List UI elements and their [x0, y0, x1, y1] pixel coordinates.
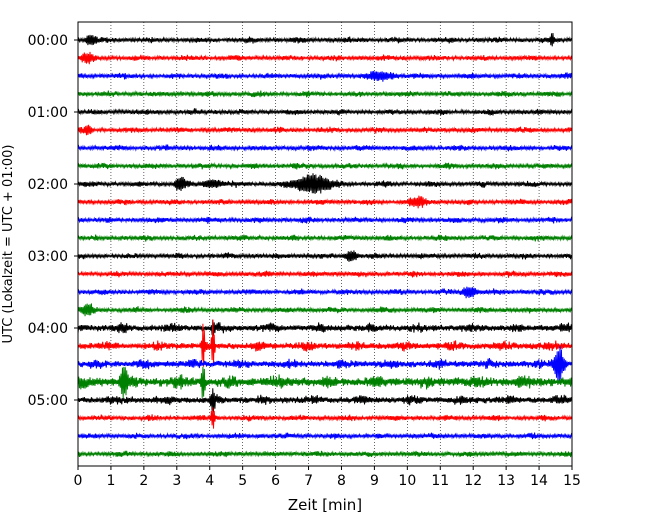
x-tick-label: 9 — [370, 473, 379, 489]
trace-0500 — [77, 388, 573, 413]
x-tick-label: 5 — [238, 473, 247, 489]
trace-0045 — [77, 90, 573, 98]
trace-0300 — [77, 250, 573, 262]
trace-0230 — [77, 216, 573, 224]
trace-0015 — [77, 51, 573, 65]
trace-0415 — [77, 319, 573, 367]
y-axis-label: UTC (Lokalzeit = UTC + 01:00) — [1, 145, 16, 344]
x-tick-label: 13 — [497, 473, 515, 489]
trace-0030 — [77, 70, 573, 82]
trace-0115 — [77, 124, 573, 136]
x-tick-label: 12 — [464, 473, 482, 489]
x-tick-label: 1 — [106, 473, 115, 489]
trace-0200 — [77, 173, 573, 194]
y-tick-label: 05:00 — [28, 393, 68, 409]
trace-0100 — [77, 108, 573, 116]
x-axis-label: Zeit [min] — [288, 496, 362, 514]
trace-0400 — [77, 319, 573, 336]
x-tick-label: 11 — [431, 473, 449, 489]
y-axis-ticks: 00:00 01:00 02:00 03:00 04:00 05:00 — [28, 33, 78, 409]
y-tick-label: 04:00 — [28, 321, 68, 337]
trace-0145 — [77, 161, 573, 170]
trace-0445 — [77, 366, 573, 399]
x-tick-label: 4 — [205, 473, 214, 489]
x-tick-label: 3 — [172, 473, 181, 489]
trace-0530 — [77, 432, 573, 440]
seismogram-traces — [77, 32, 573, 458]
trace-0515 — [77, 407, 573, 429]
trace-0430 — [77, 346, 573, 383]
x-tick-label: 10 — [398, 473, 416, 489]
x-axis-ticks: 0 1 2 3 4 5 6 7 8 9 10 11 12 13 14 15 — [74, 466, 581, 489]
trace-0345 — [77, 303, 573, 317]
x-tick-label: 2 — [139, 473, 148, 489]
y-tick-label: 00:00 — [28, 33, 68, 49]
x-tick-label: 0 — [74, 473, 83, 489]
trace-0245 — [77, 234, 573, 242]
trace-0315 — [77, 270, 573, 278]
x-tick-label: 14 — [530, 473, 548, 489]
x-tick-label: 7 — [304, 473, 313, 489]
trace-0545 — [77, 450, 573, 458]
grid-lines — [110, 22, 540, 466]
trace-0130 — [77, 144, 573, 152]
plot-frame — [77, 21, 573, 467]
trace-0215 — [77, 195, 573, 209]
trace-0330 — [77, 286, 573, 299]
x-tick-label: 8 — [337, 473, 346, 489]
trace-0000 — [77, 32, 573, 47]
x-tick-label: 6 — [271, 473, 280, 489]
y-tick-label: 02:00 — [28, 177, 68, 193]
y-tick-label: 01:00 — [28, 105, 68, 121]
y-tick-label: 03:00 — [28, 249, 68, 265]
x-tick-label: 15 — [563, 473, 581, 489]
